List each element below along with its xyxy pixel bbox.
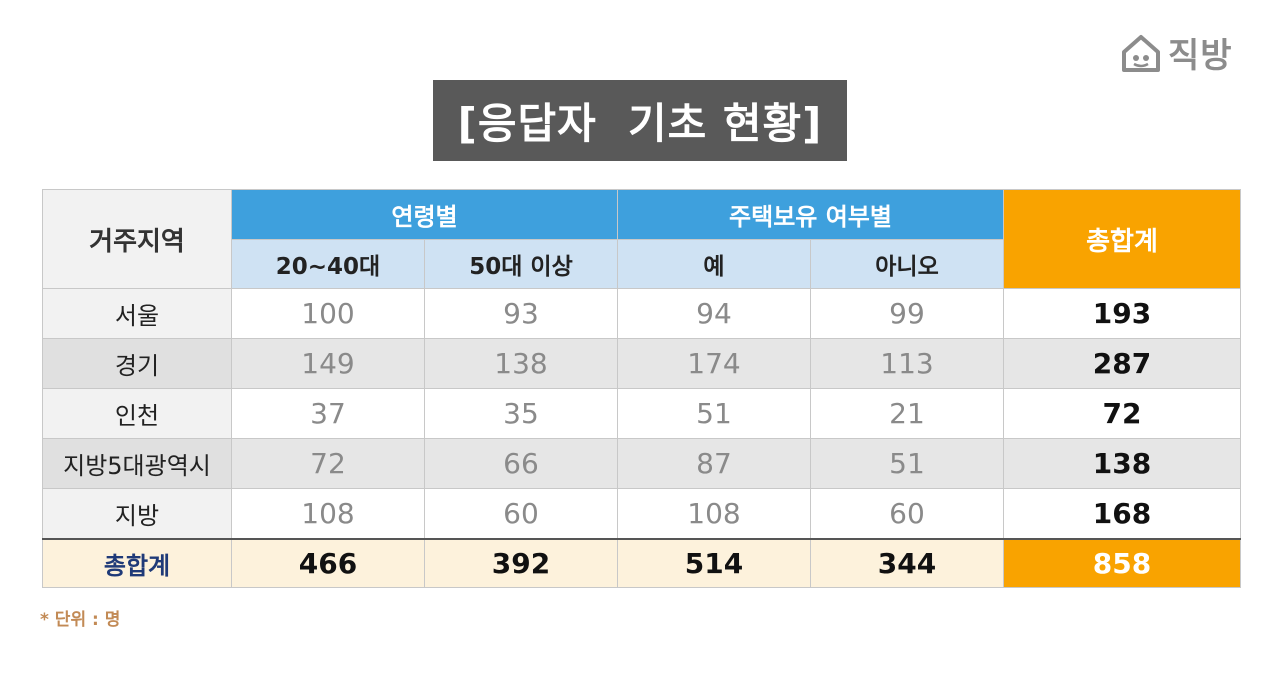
summary-row: 총합계 466 392 514 344 858 <box>42 537 1241 588</box>
data-cell: 108 <box>231 488 425 539</box>
logo-text: 직방 <box>1168 36 1233 76</box>
data-cell: 100 <box>231 288 425 339</box>
region-label: 인천 <box>42 388 232 439</box>
region-label: 지방 <box>42 488 232 539</box>
row-total: 168 <box>1003 488 1241 539</box>
row-total: 287 <box>1003 338 1241 389</box>
data-cell: 21 <box>810 388 1004 439</box>
data-cell: 87 <box>617 438 811 489</box>
grand-total: 858 <box>1003 537 1241 588</box>
table-row: 지방5대광역시 72 66 87 51 138 <box>42 438 1241 489</box>
header-age-group: 연령별 <box>231 189 618 240</box>
data-cell: 113 <box>810 338 1004 389</box>
data-cell: 51 <box>617 388 811 439</box>
unit-note: * 단위 : 명 <box>40 610 121 630</box>
page-title: [응답자 기초 현황] <box>433 80 847 161</box>
table-row: 경기 149 138 174 113 287 <box>42 338 1241 389</box>
region-label: 지방5대광역시 <box>42 438 232 489</box>
data-cell: 72 <box>231 438 425 489</box>
brand-logo: 직방 <box>1118 28 1233 77</box>
data-cell: 99 <box>810 288 1004 339</box>
summary-value: 392 <box>424 537 618 588</box>
subheader-no: 아니오 <box>810 239 1004 289</box>
data-cell: 60 <box>810 488 1004 539</box>
data-cell: 174 <box>617 338 811 389</box>
data-cell: 37 <box>231 388 425 439</box>
subheader-20-40: 20~40대 <box>231 239 425 289</box>
header-total: 총합계 <box>1003 189 1241 289</box>
region-label: 경기 <box>42 338 232 389</box>
data-cell: 66 <box>424 438 618 489</box>
summary-value: 514 <box>617 537 811 588</box>
summary-value: 344 <box>810 537 1004 588</box>
data-cell: 51 <box>810 438 1004 489</box>
table-row: 지방 108 60 108 60 168 <box>42 488 1241 539</box>
data-cell: 93 <box>424 288 618 339</box>
data-cell: 35 <box>424 388 618 439</box>
row-total: 138 <box>1003 438 1241 489</box>
header-region: 거주지역 <box>42 189 232 289</box>
data-cell: 138 <box>424 338 618 389</box>
data-cell: 60 <box>424 488 618 539</box>
data-cell: 149 <box>231 338 425 389</box>
subheader-yes: 예 <box>617 239 811 289</box>
respondent-table: 거주지역 연령별 주택보유 여부별 총합계 20~40대 50대 이상 예 아니… <box>42 189 1241 588</box>
table-row: 인천 37 35 51 21 72 <box>42 388 1241 439</box>
table-row: 서울 100 93 94 99 193 <box>42 288 1241 339</box>
data-cell: 108 <box>617 488 811 539</box>
row-total: 72 <box>1003 388 1241 439</box>
data-cell: 94 <box>617 288 811 339</box>
header-housing-group: 주택보유 여부별 <box>617 189 1004 240</box>
subheader-50-plus: 50대 이상 <box>424 239 618 289</box>
summary-label: 총합계 <box>42 537 232 588</box>
summary-value: 466 <box>231 537 425 588</box>
house-logo-icon <box>1122 34 1160 72</box>
row-total: 193 <box>1003 288 1241 339</box>
region-label: 서울 <box>42 288 232 339</box>
